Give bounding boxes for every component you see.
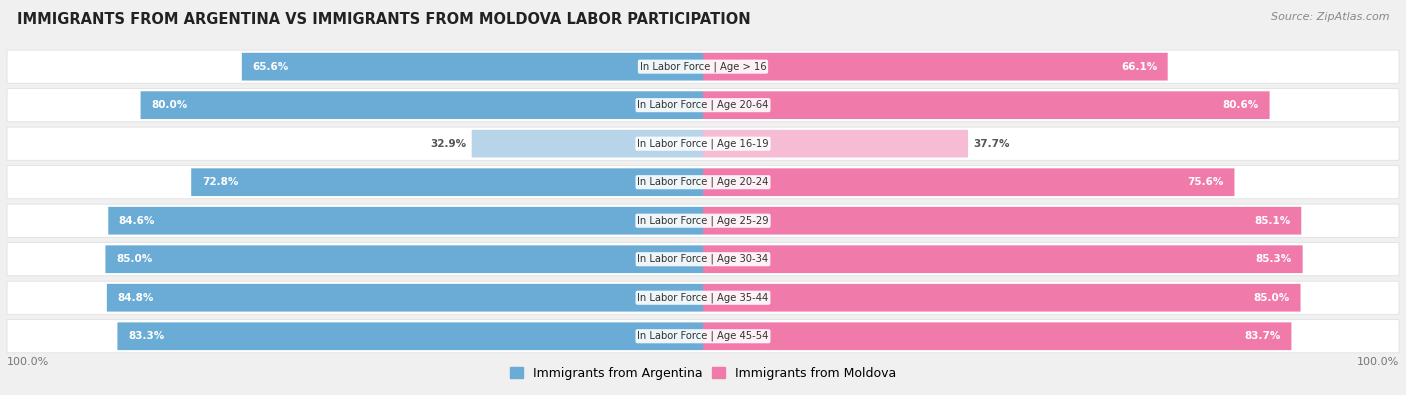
FancyBboxPatch shape <box>108 207 703 235</box>
FancyBboxPatch shape <box>703 245 1303 273</box>
Legend: Immigrants from Argentina, Immigrants from Moldova: Immigrants from Argentina, Immigrants fr… <box>505 362 901 385</box>
FancyBboxPatch shape <box>703 53 1167 81</box>
Text: In Labor Force | Age > 16: In Labor Force | Age > 16 <box>640 61 766 72</box>
Text: In Labor Force | Age 20-24: In Labor Force | Age 20-24 <box>637 177 769 188</box>
Text: 80.6%: 80.6% <box>1223 100 1260 110</box>
Text: 85.0%: 85.0% <box>1254 293 1291 303</box>
Text: 75.6%: 75.6% <box>1188 177 1223 187</box>
Text: In Labor Force | Age 25-29: In Labor Force | Age 25-29 <box>637 215 769 226</box>
FancyBboxPatch shape <box>118 322 703 350</box>
Text: In Labor Force | Age 16-19: In Labor Force | Age 16-19 <box>637 138 769 149</box>
FancyBboxPatch shape <box>107 284 703 312</box>
Text: 85.3%: 85.3% <box>1256 254 1292 264</box>
Text: 32.9%: 32.9% <box>430 139 467 149</box>
FancyBboxPatch shape <box>703 207 1302 235</box>
FancyBboxPatch shape <box>703 322 1292 350</box>
FancyBboxPatch shape <box>7 166 1399 199</box>
Text: 66.1%: 66.1% <box>1121 62 1157 71</box>
Text: 85.1%: 85.1% <box>1254 216 1291 226</box>
Text: In Labor Force | Age 35-44: In Labor Force | Age 35-44 <box>637 292 769 303</box>
FancyBboxPatch shape <box>703 284 1301 312</box>
Text: 83.7%: 83.7% <box>1244 331 1281 341</box>
Text: 80.0%: 80.0% <box>152 100 187 110</box>
FancyBboxPatch shape <box>7 204 1399 237</box>
Text: In Labor Force | Age 30-34: In Labor Force | Age 30-34 <box>637 254 769 265</box>
FancyBboxPatch shape <box>703 91 1270 119</box>
Text: 72.8%: 72.8% <box>202 177 238 187</box>
Text: 84.8%: 84.8% <box>118 293 153 303</box>
Text: 37.7%: 37.7% <box>974 139 1010 149</box>
Text: In Labor Force | Age 20-64: In Labor Force | Age 20-64 <box>637 100 769 111</box>
Text: In Labor Force | Age 45-54: In Labor Force | Age 45-54 <box>637 331 769 342</box>
Text: 83.3%: 83.3% <box>128 331 165 341</box>
Text: 84.6%: 84.6% <box>120 216 155 226</box>
Text: IMMIGRANTS FROM ARGENTINA VS IMMIGRANTS FROM MOLDOVA LABOR PARTICIPATION: IMMIGRANTS FROM ARGENTINA VS IMMIGRANTS … <box>17 12 751 27</box>
FancyBboxPatch shape <box>471 130 703 158</box>
Text: 100.0%: 100.0% <box>7 357 49 367</box>
FancyBboxPatch shape <box>7 50 1399 83</box>
FancyBboxPatch shape <box>7 88 1399 122</box>
FancyBboxPatch shape <box>7 127 1399 160</box>
Text: 65.6%: 65.6% <box>253 62 288 71</box>
FancyBboxPatch shape <box>105 245 703 273</box>
FancyBboxPatch shape <box>242 53 703 81</box>
FancyBboxPatch shape <box>703 130 967 158</box>
Text: 85.0%: 85.0% <box>115 254 152 264</box>
FancyBboxPatch shape <box>191 168 703 196</box>
FancyBboxPatch shape <box>7 243 1399 276</box>
FancyBboxPatch shape <box>141 91 703 119</box>
Text: 100.0%: 100.0% <box>1357 357 1399 367</box>
FancyBboxPatch shape <box>7 320 1399 353</box>
FancyBboxPatch shape <box>7 281 1399 314</box>
FancyBboxPatch shape <box>703 168 1234 196</box>
Text: Source: ZipAtlas.com: Source: ZipAtlas.com <box>1271 12 1389 22</box>
